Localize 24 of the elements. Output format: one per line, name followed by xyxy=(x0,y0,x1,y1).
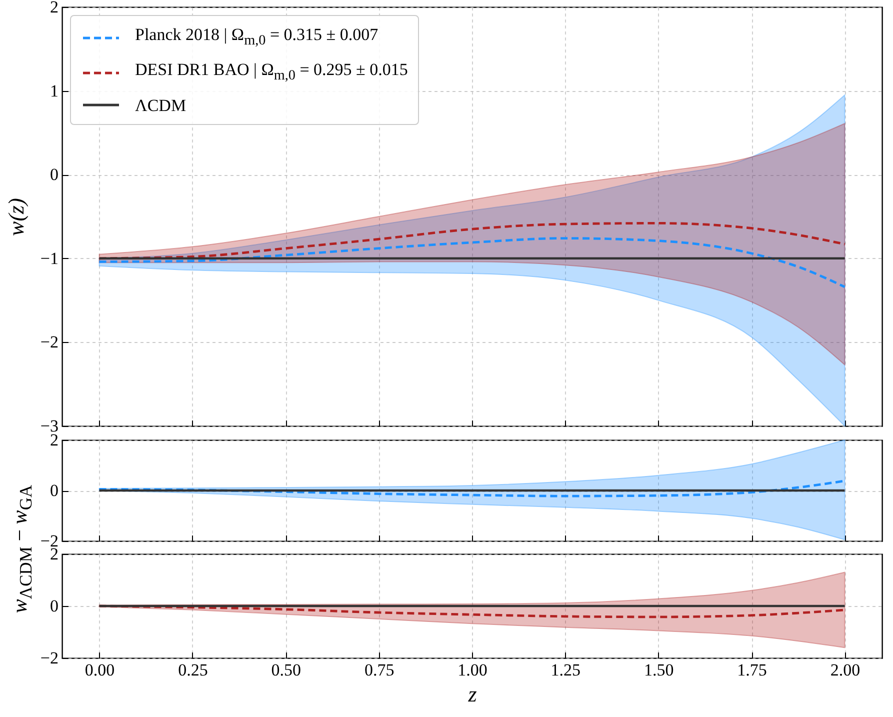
y-tick-label: −2 xyxy=(40,332,58,352)
legend-label: ΛCDM xyxy=(135,94,186,117)
y-tick-label: 1 xyxy=(50,81,58,100)
x-tick-label: 0.75 xyxy=(364,660,394,680)
y-tick-label: −2 xyxy=(40,648,58,668)
x-tick-label: 1.00 xyxy=(458,660,488,680)
y-tick-label: 0 xyxy=(50,481,58,500)
legend-label: Planck 2018 | Ω$_{m,0}$ = 0.315 ± 0.007 xyxy=(135,24,378,50)
x-tick-label: 0.00 xyxy=(84,660,115,680)
line-series xyxy=(98,237,846,288)
x-tick-label: 1.25 xyxy=(550,660,581,680)
legend-label: DESI DR1 BAO | Ω$_{m,0}$ = 0.295 ± 0.015 xyxy=(135,59,408,86)
x-axis-title: z xyxy=(467,682,478,706)
y-tick-label: −1 xyxy=(40,248,58,268)
line-series xyxy=(98,222,846,260)
y-axis-title: w(z) xyxy=(3,198,28,236)
y-tick-label: 0 xyxy=(50,165,58,184)
x-tick-label: 0.25 xyxy=(178,660,208,680)
y-tick-label: 2 xyxy=(50,0,58,16)
y-tick-label: 0 xyxy=(50,596,58,616)
x-tick-label: 1.50 xyxy=(644,660,674,680)
x-tick-label: 0.50 xyxy=(271,660,302,680)
x-tick-label: 1.75 xyxy=(737,660,767,680)
x-tick-label: 2.00 xyxy=(830,660,860,680)
